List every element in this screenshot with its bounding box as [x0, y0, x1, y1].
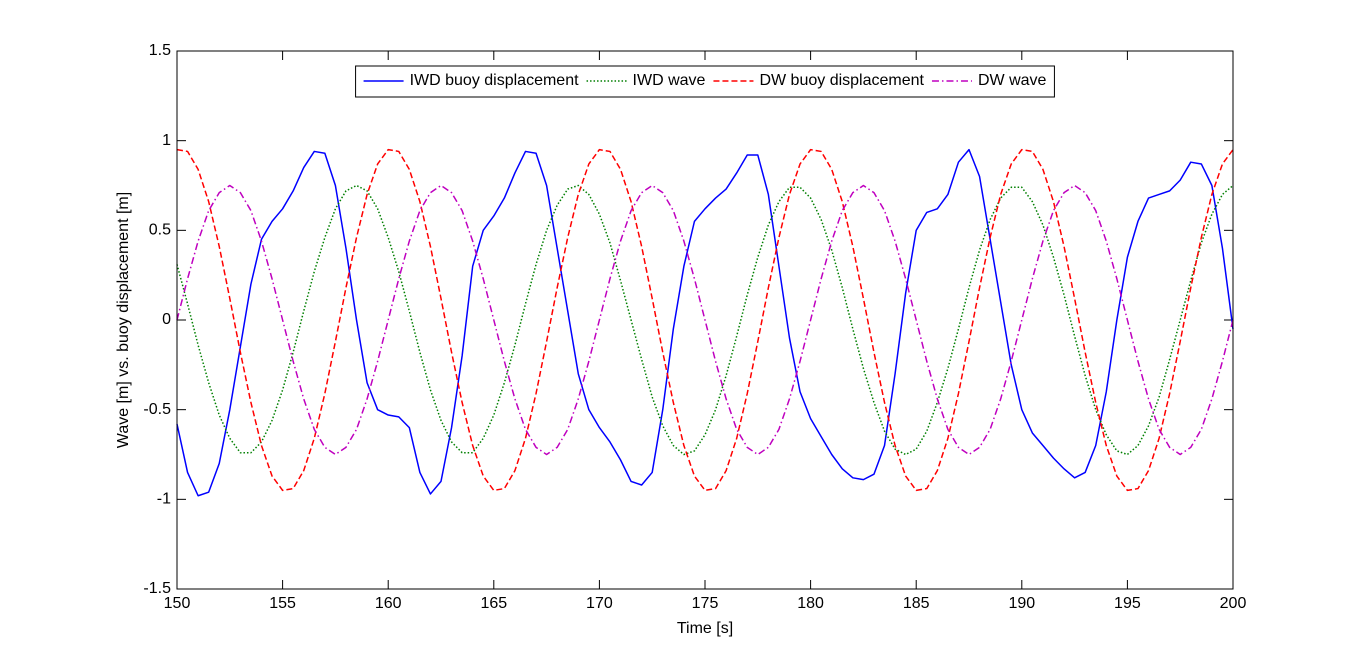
legend-label: IWD buoy displacement	[410, 72, 580, 89]
x-tick-label: 195	[1114, 595, 1141, 612]
legend-label: DW buoy displacement	[759, 72, 924, 89]
y-tick-label: 1	[162, 132, 171, 149]
plot-frame	[176, 50, 1234, 590]
x-tick-label: 175	[692, 595, 719, 612]
x-tick-label: 200	[1220, 595, 1247, 612]
x-tick-label: 155	[269, 595, 296, 612]
x-axis-label: Time [s]	[677, 620, 733, 637]
series-line	[176, 148, 1234, 492]
series-line	[176, 148, 1234, 497]
y-tick-label: -1	[157, 491, 171, 508]
y-tick-label: 0	[162, 311, 171, 328]
y-tick-label: 1.5	[149, 42, 171, 59]
y-axis-label: Wave [m] vs. buoy displacement [m]	[115, 192, 132, 448]
y-tick-label: 0.5	[149, 222, 171, 239]
x-tick-label: 190	[1008, 595, 1035, 612]
x-tick-label: 180	[797, 595, 824, 612]
legend-label: DW wave	[978, 72, 1047, 89]
x-tick-label: 185	[903, 595, 930, 612]
series-line	[176, 184, 1234, 456]
series-line	[176, 184, 1234, 456]
legend: IWD buoy displacement IWD wave DW buoy dis…	[355, 65, 1055, 98]
x-tick-label: 160	[375, 595, 402, 612]
legend-label: IWD wave	[633, 72, 706, 89]
x-tick-label: 150	[164, 595, 191, 612]
y-tick-label: -0.5	[143, 401, 171, 418]
y-tick-label: -1.5	[143, 580, 171, 597]
x-tick-label: 170	[586, 595, 613, 612]
x-tick-label: 165	[480, 595, 507, 612]
